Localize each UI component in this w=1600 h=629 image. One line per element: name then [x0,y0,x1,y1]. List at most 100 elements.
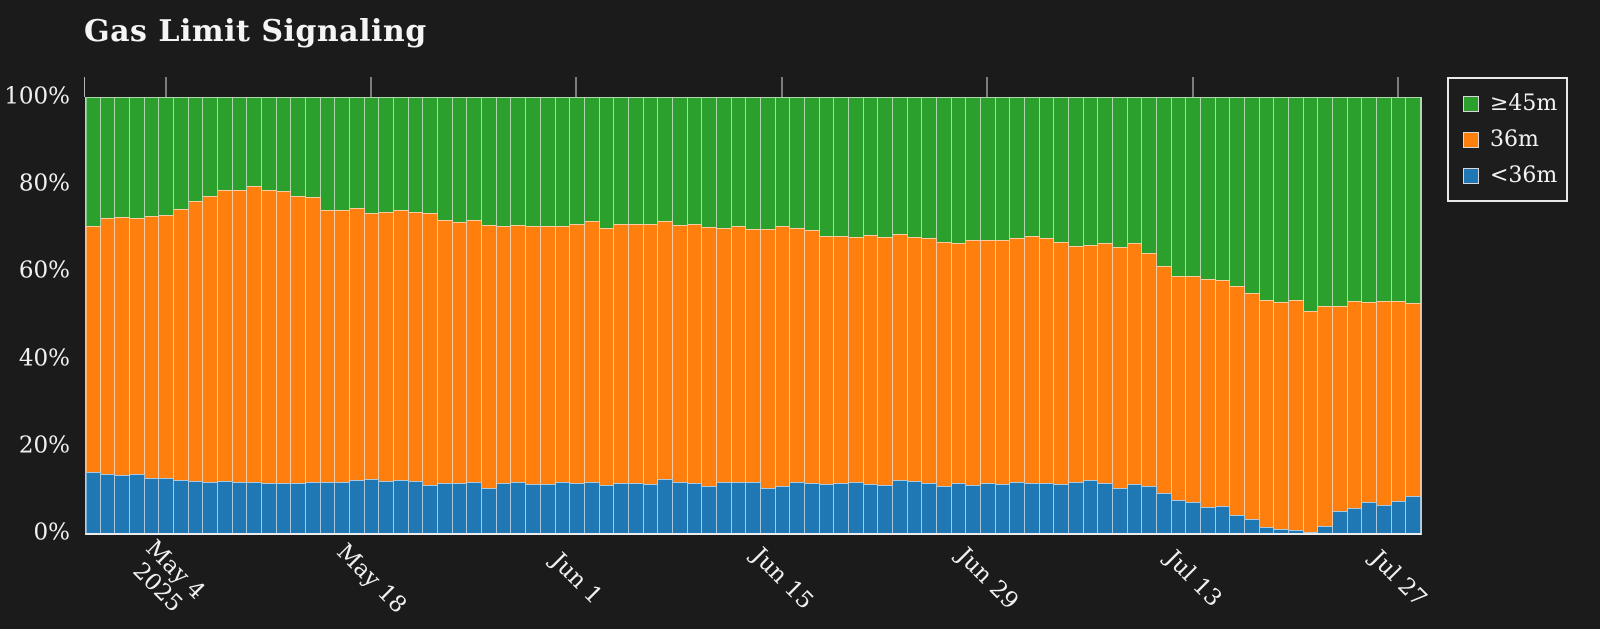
stacked-bar [614,97,629,533]
bar-segment [1259,526,1275,533]
bar-segment [262,483,277,533]
stacked-bar [394,97,409,533]
bar-segment [1186,276,1202,502]
bar-segment [819,484,835,533]
bar-segment [672,224,688,483]
legend-item: 36m [1463,127,1552,152]
bar-segment [1245,97,1260,294]
bar-segment [526,483,541,533]
bar-segment [878,237,893,485]
bar-segment [247,482,263,533]
bar-segment [86,225,101,473]
x-tick-label: Jun 15 [746,542,818,615]
stacked-bar [643,97,659,533]
bar-segment [496,97,512,227]
bar-segment [262,189,277,484]
bar-segment [1230,514,1246,533]
bar-segment [716,227,732,482]
bar-segment [628,223,644,483]
stacked-bar [1157,97,1172,533]
bar-segment [394,97,409,210]
bar-segment [1303,531,1319,533]
bar-segment [658,479,673,533]
y-tick-label: 20% [18,432,70,459]
bar-segment [878,97,893,238]
bar-segment [320,482,336,533]
bar-segment [716,481,732,533]
stacked-bar [1289,97,1304,533]
bar-segment [1245,293,1260,520]
stacked-bar [540,97,556,533]
bar-segment [1054,483,1070,533]
bar-segment [467,482,483,533]
bar-segment [687,482,703,533]
bar-segment [1259,299,1275,527]
stacked-bar [423,97,439,533]
bar-segment [1347,301,1363,509]
bar-segment [350,208,365,480]
bar-segment [438,220,453,483]
bar-segment [951,243,967,483]
stacked-bar [100,97,116,533]
bar-segment [980,239,996,483]
bar-segment [232,97,248,190]
bar-segment [995,239,1011,484]
bar-segment [1230,97,1246,287]
bar-segment [966,239,981,485]
bar-segment [1069,245,1084,482]
y-tick-label: 0% [33,519,71,546]
stacked-bar [1274,97,1290,533]
bar-segment [379,480,395,533]
bar-segment [364,212,380,479]
bar-segment [1054,97,1070,242]
bar-segment [555,97,571,227]
bar-segment [892,233,908,480]
bar-segment [1391,500,1407,533]
stacked-bar [746,97,761,533]
stacked-bar [922,97,937,533]
bar-segment [482,224,497,489]
bar-segment [1377,504,1392,533]
bar-segment [1215,97,1231,280]
stacked-bars [86,97,1422,533]
stacked-bar [115,97,131,533]
bar-segment [291,97,307,196]
bar-segment [1391,300,1407,501]
bar-segment [1289,530,1304,533]
stacked-bar [262,97,277,533]
legend-label: <36m [1490,163,1558,188]
bar-segment [702,227,717,487]
bar-segment [1274,97,1290,303]
bar-segment [834,97,849,236]
bar-segment [643,97,659,224]
bar-segment [482,97,497,225]
bar-segment [570,97,585,224]
bar-segment [702,97,717,228]
stacked-bar [804,97,820,533]
bar-segment [1083,479,1099,533]
bar-segment [863,97,879,235]
bar-segment [1039,238,1055,483]
bar-segment [1347,97,1363,302]
bar-segment [922,482,937,533]
bar-segment [438,482,453,533]
bar-segment [599,97,615,228]
bar-segment [1010,481,1025,533]
bar-segment [760,228,776,489]
legend-item: ≥45m [1463,91,1557,116]
bar-segment [335,97,351,211]
stacked-bar [760,97,776,533]
bar-segment [540,97,556,227]
bar-segment [188,97,204,201]
bar-segment [218,480,233,533]
bar-segment [291,195,307,484]
stacked-bar [1025,97,1040,533]
bar-segment [306,97,321,198]
bar-segment [86,472,101,533]
y-tick-label: 100% [4,83,70,110]
bar-segment [775,226,791,487]
stacked-bar [628,97,644,533]
bar-segment [1010,238,1025,482]
bar-segment [1157,492,1172,533]
bar-segment [848,482,864,533]
